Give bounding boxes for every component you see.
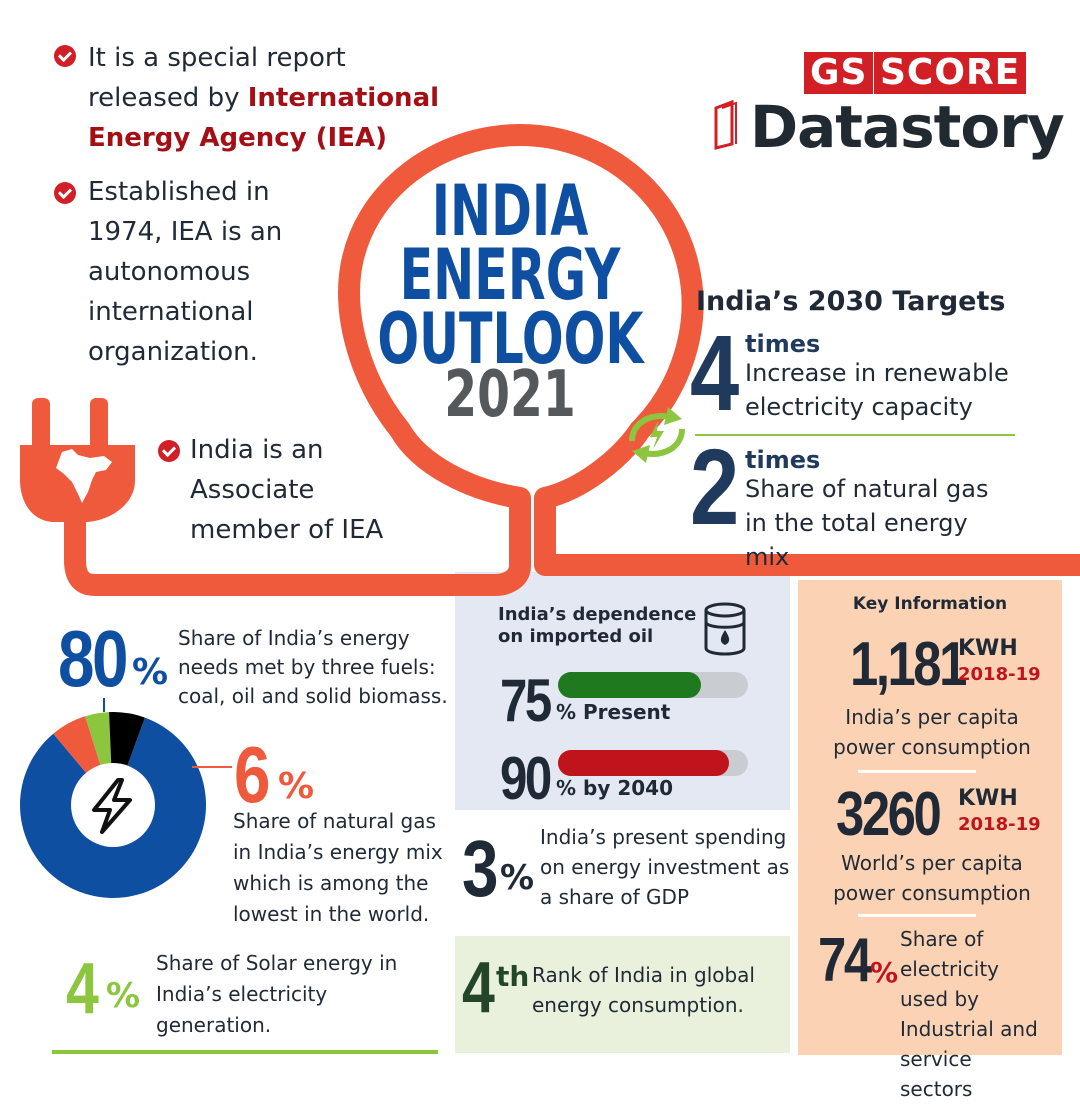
gas-unit: % [278, 766, 315, 807]
target-number: 4 [690, 312, 739, 433]
brand-score: SCORE [874, 52, 1027, 94]
industry-share-text: Share of electricity used by Industrial … [900, 927, 1038, 1101]
title-line-2: ENERGY [399, 234, 621, 316]
world-consumption-text: World’s per capita power consumption [833, 851, 1031, 905]
fuels-unit: % [132, 652, 169, 693]
oil-heading: India’s dependence on imported oil [498, 604, 697, 647]
energy-mix-donut [20, 712, 206, 898]
target-text: Increase in renewable electricity capaci… [745, 359, 1009, 421]
brand-logo: GS SCORE Datastory [714, 52, 1065, 162]
oil-future-bar [558, 750, 748, 776]
key-divider [858, 770, 976, 773]
world-consumption-number: 3260 [836, 780, 942, 849]
key-divider [858, 914, 976, 917]
gas-text: Share of natural gas in India’s energy m… [233, 809, 443, 926]
brand-datastory: Datastory [750, 93, 1065, 161]
oil-future-bar-fill [558, 750, 729, 776]
oil-present-bar [558, 672, 748, 698]
gas-leader-line [192, 766, 232, 768]
check-icon [158, 440, 180, 462]
fuels-number: 80 [58, 614, 129, 703]
rank-panel [455, 936, 790, 1053]
investment-number: 3 [462, 824, 498, 913]
india-consumption-text: India’s per capita power consumption [833, 705, 1031, 759]
target-text: Share of natural gas in the total energy… [745, 475, 989, 571]
key-heading: Key Information [852, 594, 1008, 614]
title-line-1: INDIA [431, 170, 589, 252]
book-icon [714, 100, 737, 150]
oil-future-label: % by 2040 [556, 776, 673, 800]
rank-number: 4 [462, 948, 495, 1028]
fuels-leader-line [103, 698, 105, 712]
title-line-3: OUTLOOK [377, 298, 644, 380]
rank-text: Rank of India in global energy consumpti… [532, 963, 755, 1017]
target-unit: times [745, 446, 821, 474]
brand-gs: GS [804, 52, 874, 94]
rank-suffix: th [496, 960, 530, 993]
investment-text: India’s present spending on energy inves… [540, 825, 790, 909]
check-icon [54, 182, 76, 204]
oil-future-number: 90 [500, 745, 552, 812]
intro-item-3: India is an Associate member of IEA [190, 435, 384, 545]
investment-unit: % [500, 858, 535, 898]
lightning-icon [92, 778, 132, 834]
world-consumption-year: 2018-19 [958, 814, 1041, 835]
india-consumption-unit: KWH [958, 636, 1018, 661]
target-number: 2 [690, 426, 739, 547]
targets-heading: India’s 2030 Targets [696, 286, 1006, 317]
world-consumption-unit: KWH [958, 786, 1018, 811]
target-unit: times [745, 330, 821, 358]
swap-energy-icon [629, 407, 685, 463]
solar-underline [52, 1050, 438, 1054]
gas-number: 6 [234, 730, 270, 819]
intro-item-2: Established in 1974, IEA is an autonomou… [88, 177, 283, 367]
india-consumption-number: 1,181 [850, 630, 967, 699]
target-divider [695, 434, 1015, 436]
solar-text: Share of Solar energy in India’s electri… [156, 951, 398, 1037]
industry-share-unit: % [870, 956, 899, 989]
fuels-text: Share of India’s energy needs met by thr… [178, 626, 448, 708]
bulb-outline [20, 124, 1080, 596]
oil-present-number: 75 [500, 667, 552, 734]
oil-present-label: % Present [556, 700, 671, 724]
solar-number: 4 [66, 949, 99, 1029]
key-info-panel [798, 580, 1062, 1055]
solar-unit: % [106, 976, 141, 1016]
india-consumption-year: 2018-19 [958, 664, 1041, 685]
check-icon [54, 45, 76, 67]
oil-present-bar-fill [558, 672, 701, 698]
title-year: 2021 [444, 358, 576, 432]
oil-barrel-icon [704, 602, 746, 656]
industry-share-number: 74 [818, 926, 872, 995]
intro-item-1: It is a special report released by Inter… [88, 43, 440, 153]
